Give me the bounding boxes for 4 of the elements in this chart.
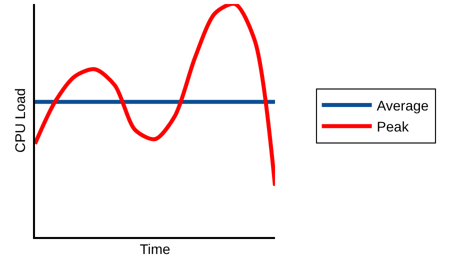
legend-label: Peak (376, 118, 410, 135)
legend-label: Average (376, 97, 429, 114)
x-axis-title: Time (140, 241, 171, 258)
y-axis-title: CPU Load (12, 88, 28, 153)
